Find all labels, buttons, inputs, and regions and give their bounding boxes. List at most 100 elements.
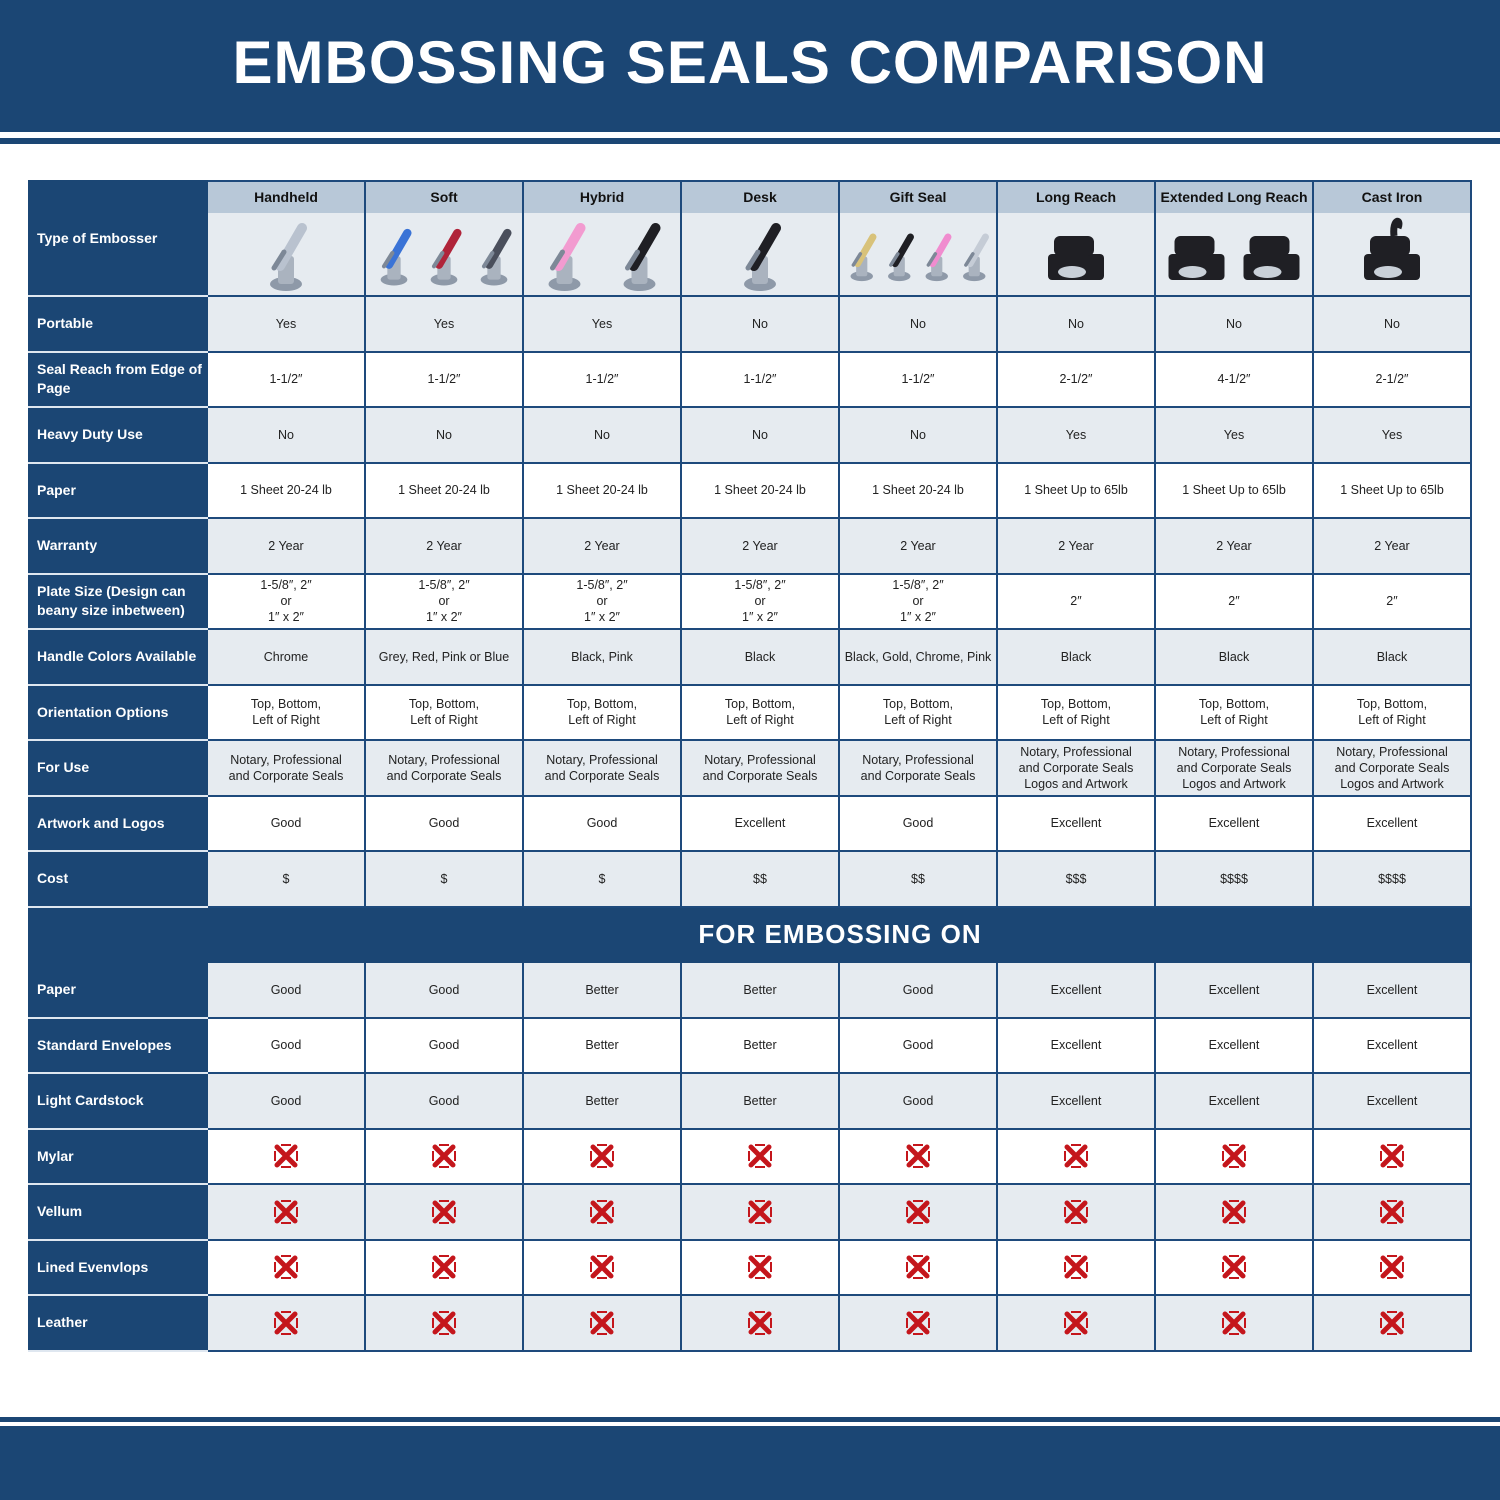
red-x-icon [748, 1255, 772, 1280]
row-label: Mylar [28, 1127, 208, 1185]
red-x-icon [906, 1144, 930, 1169]
column-name: Hybrid [524, 182, 680, 213]
cell-cast-iron: Excellent [1312, 1016, 1472, 1074]
cell-soft [364, 1294, 524, 1352]
column-name: Desk [682, 182, 838, 213]
cell-cast-iron: 2-1/2″ [1312, 350, 1472, 408]
red-x-icon [748, 1199, 772, 1224]
embosser-image [850, 233, 877, 282]
cell-cast-iron: $$$$ [1312, 850, 1472, 908]
cell-hybrid: Better [522, 961, 682, 1019]
cell-cast-iron [1312, 1238, 1472, 1296]
cell-soft: Good [364, 961, 524, 1019]
cell-hybrid: Better [522, 1016, 682, 1074]
red-x-icon [1380, 1144, 1404, 1169]
cell-extended-long-reach: 4-1/2″ [1154, 350, 1314, 408]
cell-soft: Notary, Professional and Corporate Seals [364, 739, 524, 797]
header-row: Type of Embosser Handheld Soft Hybrid Desk Gi… [28, 180, 1472, 297]
red-x-icon [1064, 1144, 1088, 1169]
cell-long-reach: Excellent [996, 794, 1156, 852]
cell-soft: No [364, 406, 524, 464]
cell-handheld: Notary, Professional and Corporate Seals [206, 739, 366, 797]
product-image [524, 213, 680, 295]
embosser-image [1168, 236, 1225, 280]
header-stripe [0, 138, 1500, 144]
cell-extended-long-reach: No [1154, 295, 1314, 353]
embosser-image [1364, 217, 1420, 280]
cell-cast-iron: Excellent [1312, 1072, 1472, 1130]
cell-cast-iron: Top, Bottom, Left of Right [1312, 683, 1472, 741]
row-label: Plate Size (Design can beany size inbetw… [28, 572, 208, 630]
cell-handheld: 2 Year [206, 517, 366, 575]
product-image [1314, 213, 1470, 295]
cell-hybrid: 2 Year [522, 517, 682, 575]
row-label: Cost [28, 850, 208, 908]
cell-long-reach: Yes [996, 406, 1156, 464]
cell-soft: Good [364, 1072, 524, 1130]
cell-desk: Better [680, 1016, 840, 1074]
cell-extended-long-reach [1154, 1183, 1314, 1241]
table-row-paper: Paper Good Good Better Better Good Excellent Ex… [28, 961, 1472, 1019]
cell-hybrid: $ [522, 850, 682, 908]
cell-handheld: 1-5/8″, 2″ or 1″ x 2″ [206, 572, 366, 630]
cell-hybrid: Yes [522, 295, 682, 353]
cell-long-reach: 1 Sheet Up to 65lb [996, 461, 1156, 519]
cell-extended-long-reach: Excellent [1154, 961, 1314, 1019]
cell-hybrid: No [522, 406, 682, 464]
red-x-icon [1064, 1199, 1088, 1224]
cell-extended-long-reach: Top, Bottom, Left of Right [1154, 683, 1314, 741]
cell-cast-iron: Yes [1312, 406, 1472, 464]
cell-desk: No [680, 406, 840, 464]
table-row-lined-evenvlops: Lined Evenvlops [28, 1238, 1472, 1296]
cell-cast-iron: Notary, Professional and Corporate Seals… [1312, 739, 1472, 797]
column-name: Soft [366, 182, 522, 213]
table-row-heavy-duty-use: Heavy Duty Use No No No No No Yes Yes Yes [28, 406, 1472, 464]
cell-cast-iron: 2″ [1312, 572, 1472, 630]
cell-long-reach: $$$ [996, 850, 1156, 908]
column-header-soft: Soft [364, 180, 524, 297]
row-label: For Use [28, 739, 208, 797]
cell-cast-iron [1312, 1127, 1472, 1185]
cell-gift-seal: No [838, 295, 998, 353]
cell-long-reach [996, 1238, 1156, 1296]
cell-gift-seal [838, 1294, 998, 1352]
table-row-standard-envelopes: Standard Envelopes Good Good Better Better Go… [28, 1016, 1472, 1074]
cell-desk [680, 1183, 840, 1241]
column-name: Handheld [208, 182, 364, 213]
cell-gift-seal: 2 Year [838, 517, 998, 575]
cell-long-reach: 2 Year [996, 517, 1156, 575]
red-x-icon [432, 1199, 456, 1224]
cell-soft: 1-5/8″, 2″ or 1″ x 2″ [364, 572, 524, 630]
cell-extended-long-reach: Yes [1154, 406, 1314, 464]
column-name: Long Reach [998, 182, 1154, 213]
product-image [998, 213, 1154, 295]
cell-desk: Better [680, 961, 840, 1019]
embosser-image [270, 223, 307, 291]
cell-handheld: Chrome [206, 628, 366, 686]
section-banner-row: FOR EMBOSSING ON [28, 905, 1472, 963]
cell-hybrid: 1-5/8″, 2″ or 1″ x 2″ [522, 572, 682, 630]
red-x-icon [274, 1310, 298, 1335]
cell-hybrid: Top, Bottom, Left of Right [522, 683, 682, 741]
column-header-handheld: Handheld [206, 180, 366, 297]
red-x-icon [590, 1199, 614, 1224]
cell-desk: 1-1/2″ [680, 350, 840, 408]
cell-soft: Yes [364, 295, 524, 353]
cell-soft: Top, Bottom, Left of Right [364, 683, 524, 741]
cell-extended-long-reach: $$$$ [1154, 850, 1314, 908]
cell-gift-seal [838, 1127, 998, 1185]
row-label: Light Cardstock [28, 1072, 208, 1130]
cell-desk: Black [680, 628, 840, 686]
cell-gift-seal: Good [838, 1072, 998, 1130]
cell-soft [364, 1127, 524, 1185]
table-row-handle-colors-available: Handle Colors Available Chrome Grey, Red, … [28, 628, 1472, 686]
column-header-hybrid: Hybrid [522, 180, 682, 297]
cell-soft: 1 Sheet 20-24 lb [364, 461, 524, 519]
cell-soft [364, 1238, 524, 1296]
embosser-image [925, 233, 952, 282]
red-x-icon [906, 1199, 930, 1224]
red-x-icon [274, 1144, 298, 1169]
cell-hybrid: 1 Sheet 20-24 lb [522, 461, 682, 519]
cell-extended-long-reach: Excellent [1154, 794, 1314, 852]
table-row-vellum: Vellum [28, 1183, 1472, 1241]
